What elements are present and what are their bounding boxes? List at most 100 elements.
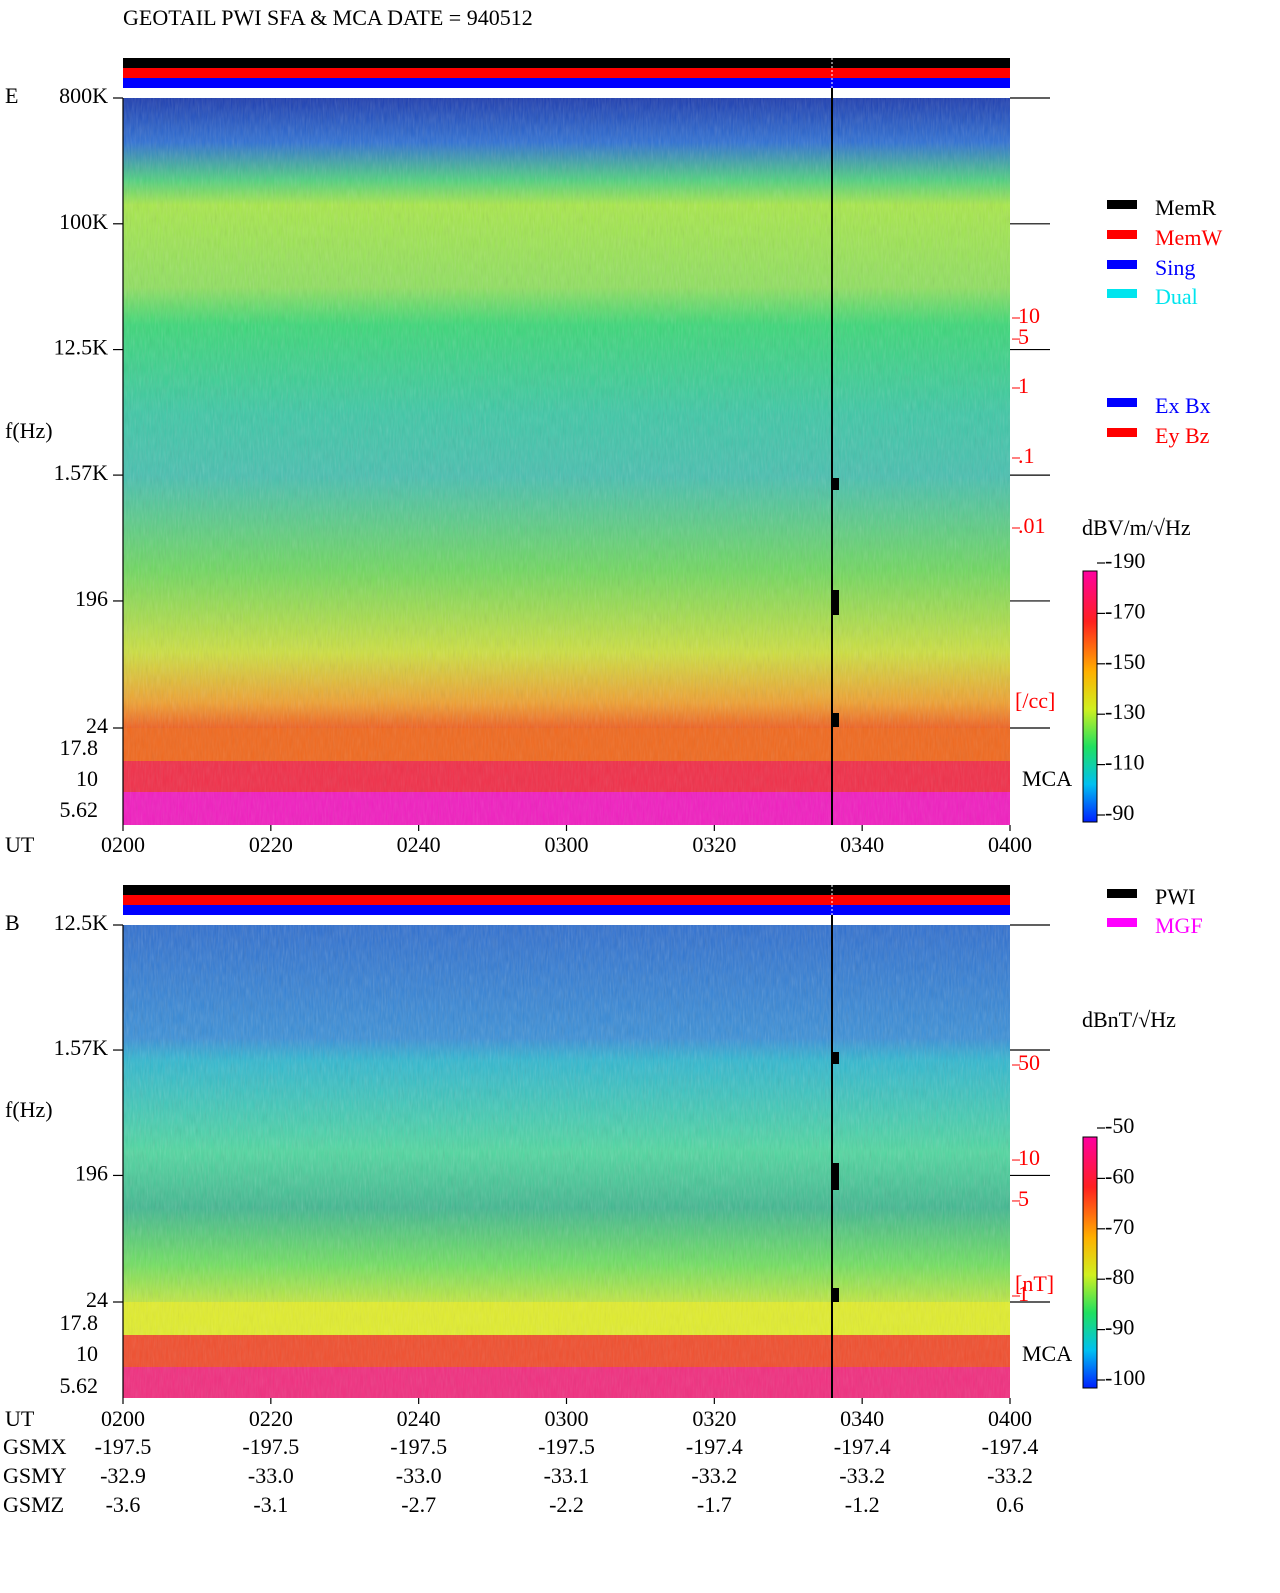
x-tick-label: 0340: [840, 1406, 884, 1431]
colorbar-tick-label: -70: [1105, 1214, 1134, 1239]
y-tick-label: 12.5K: [54, 335, 109, 360]
colorbar-tick-label: -170: [1105, 598, 1145, 623]
scale-tick-label: .01: [1018, 513, 1046, 538]
x-tick-label: 0200: [101, 1406, 145, 1431]
orbit-value: -33.0: [396, 1463, 442, 1488]
orbit-value: -3.6: [106, 1492, 141, 1517]
panel-label: E: [5, 83, 18, 108]
legend-label: PWI: [1155, 884, 1195, 909]
colorbar-label: dBnT/√Hz: [1082, 1007, 1176, 1032]
x-tick-label: 0220: [249, 1406, 293, 1431]
legend-swatch: [1107, 398, 1137, 407]
x-tick-label: 0400: [988, 1406, 1032, 1431]
colorbar-tick-label: -50: [1105, 1113, 1134, 1138]
y-tick-label: 196: [75, 1160, 108, 1185]
orbit-value: -3.1: [253, 1492, 288, 1517]
legend-swatch: [1107, 918, 1137, 927]
orbit-value: -1.7: [697, 1492, 732, 1517]
orbit-value: -33.2: [987, 1463, 1033, 1488]
panel-e-background: [123, 58, 1010, 825]
x-tick-label: 0340: [840, 832, 884, 857]
legend-label: MemR: [1155, 195, 1216, 220]
colorbar-tick-label: -190: [1105, 548, 1145, 573]
legend-swatch: [1107, 260, 1137, 269]
x-tick-label: 0220: [249, 832, 293, 857]
panel-b-background: [123, 885, 1010, 1398]
mca-tick-label: 5.62: [60, 1373, 99, 1398]
scale-unit: [nT]: [1015, 1271, 1054, 1296]
colorbar-tick-label: -90: [1105, 800, 1134, 825]
scale-tick-label: 50: [1018, 1050, 1040, 1075]
mca-label: MCA: [1022, 766, 1072, 791]
y-tick-label: 12.5K: [54, 910, 109, 935]
orbit-value: -33.2: [691, 1463, 737, 1488]
x-tick-label: 0300: [545, 1406, 589, 1431]
mca-label: MCA: [1022, 1341, 1072, 1366]
orbit-value: -197.5: [95, 1434, 152, 1459]
y-tick-label: 1.57K: [54, 1035, 109, 1060]
time-marker: [831, 88, 839, 1398]
legend-label: MGF: [1155, 913, 1203, 938]
x-tick-label: 0300: [545, 832, 589, 857]
legend-swatch: [1107, 289, 1137, 298]
orbit-value: -2.7: [401, 1492, 436, 1517]
legend-label: Ey Bz: [1155, 423, 1210, 448]
colorbar-tick-label: -100: [1105, 1365, 1145, 1390]
y-tick-label: 196: [75, 586, 108, 611]
orbit-value: -197.5: [390, 1434, 447, 1459]
mca-tick-label: 17.8: [60, 1310, 99, 1335]
legend-label: MemW: [1155, 225, 1222, 250]
orbit-value: -197.5: [242, 1434, 299, 1459]
colorbar: [1082, 1136, 1098, 1389]
orbit-value: 0.6: [996, 1492, 1024, 1517]
x-axis-label: UT: [5, 1406, 35, 1431]
mca-tick-label: 5.62: [60, 797, 99, 822]
legend-label: Dual: [1155, 284, 1198, 309]
legend-label: Sing: [1155, 255, 1195, 280]
x-axis-label: UT: [5, 832, 35, 857]
colorbar-tick-label: -80: [1105, 1264, 1134, 1289]
colorbar-tick-label: -150: [1105, 649, 1145, 674]
mca-tick-label: 17.8: [60, 735, 99, 760]
legend-swatch: [1107, 428, 1137, 437]
orbit-value: -33.1: [544, 1463, 590, 1488]
scale-tick-label: 10: [1018, 303, 1040, 328]
colorbar: [1082, 570, 1098, 823]
x-tick-label: 0240: [397, 832, 441, 857]
scale-tick-label: 1: [1018, 373, 1029, 398]
y-axis-label: f(Hz): [5, 1097, 53, 1122]
y-tick-label: 100K: [59, 209, 108, 234]
orbit-value: -2.2: [549, 1492, 584, 1517]
legend-swatch: [1107, 200, 1137, 209]
colorbar-tick-label: -90: [1105, 1315, 1134, 1340]
scale-tick-label: 1: [1018, 1281, 1029, 1306]
panel-label: B: [5, 910, 20, 935]
colorbar-label: dBV/m/√Hz: [1082, 515, 1191, 540]
y-axis-label: f(Hz): [5, 418, 53, 443]
legend-label: Ex Bx: [1155, 393, 1211, 418]
scale-unit: [/cc]: [1015, 688, 1055, 713]
orbit-value: -33.0: [248, 1463, 294, 1488]
y-tick-label: 1.57K: [54, 460, 109, 485]
orbit-label: GSMX: [3, 1434, 67, 1459]
orbit-value: -197.4: [834, 1434, 891, 1459]
orbit-value: -33.2: [839, 1463, 885, 1488]
colorbar-tick-label: -110: [1105, 750, 1145, 775]
orbit-label: GSMZ: [3, 1492, 64, 1517]
scale-tick-label: 10: [1018, 1145, 1040, 1170]
title: GEOTAIL PWI SFA & MCA DATE = 940512: [123, 5, 533, 30]
orbit-value: -197.5: [538, 1434, 595, 1459]
legend-swatch: [1107, 889, 1137, 898]
y-tick-label: 24: [86, 1287, 108, 1312]
orbit-label: GSMY: [3, 1463, 67, 1488]
orbit-value: -1.2: [845, 1492, 880, 1517]
legend-swatch: [1107, 230, 1137, 239]
y-tick-label: 24: [86, 713, 108, 738]
mca-tick-label: 10: [76, 766, 98, 791]
colorbar-tick-label: -60: [1105, 1163, 1134, 1188]
y-tick-label: 800K: [59, 83, 108, 108]
x-tick-label: 0200: [101, 832, 145, 857]
x-tick-label: 0320: [692, 1406, 736, 1431]
